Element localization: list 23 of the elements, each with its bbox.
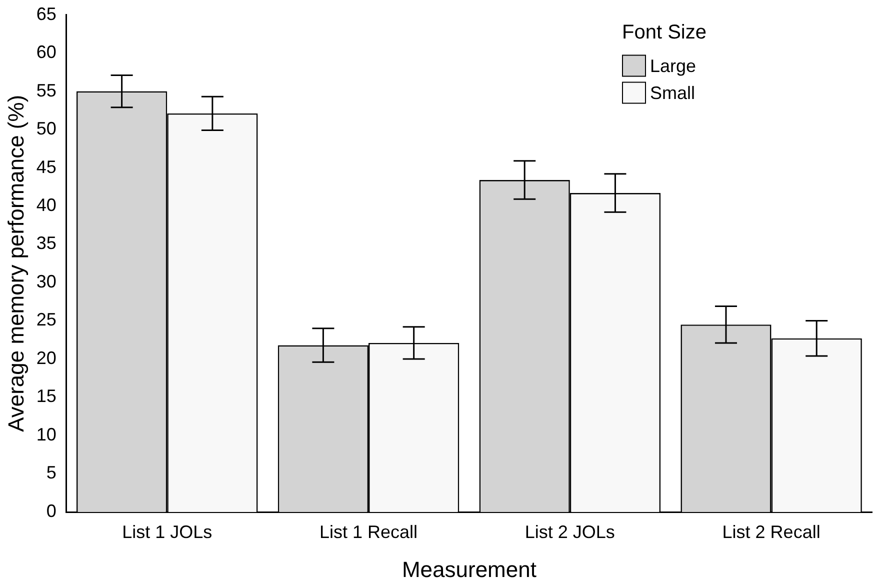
x-tick-label: List 2 Recall [722,522,820,542]
y-tick-label: 0 [46,500,56,521]
legend-title: Font Size [622,21,706,44]
x-tick-label: List 2 JOLs [524,522,615,542]
y-tick-label: 20 [36,348,56,368]
legend-label: Small [650,82,696,103]
y-tick-label: 50 [36,118,56,139]
y-axis-title: Average memory performance (%) [3,94,28,432]
x-tick-label: List 1 Recall [319,522,418,542]
legend-label: Large [650,56,696,76]
y-tick-label: 45 [36,156,56,177]
y-tick-label: 40 [36,195,56,215]
x-axis-title: Measurement [402,556,536,582]
y-tick-label: 10 [36,424,56,444]
y-tick-label: 35 [36,233,56,254]
y-tick-label: 60 [36,42,56,62]
y-tick-label: 65 [36,4,56,24]
y-tick-label: 55 [36,80,56,100]
x-tick-label: List 1 JOLs [122,522,212,542]
y-tick-label: 30 [36,271,56,292]
y-tick-label: 25 [36,310,56,330]
y-tick-label: 5 [46,462,56,483]
y-tick-label: 15 [36,386,56,406]
